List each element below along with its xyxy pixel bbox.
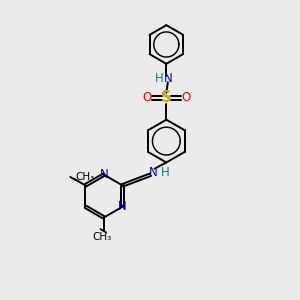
Text: N: N [100,168,108,181]
Text: N: N [148,166,157,179]
Text: H: H [161,166,170,179]
Text: CH₃: CH₃ [75,172,94,182]
Text: N: N [164,72,173,85]
Text: N: N [118,200,127,213]
Text: S: S [161,91,172,106]
Text: H: H [154,72,163,85]
Text: O: O [181,92,190,104]
Text: CH₃: CH₃ [93,232,112,242]
Text: O: O [142,92,152,104]
